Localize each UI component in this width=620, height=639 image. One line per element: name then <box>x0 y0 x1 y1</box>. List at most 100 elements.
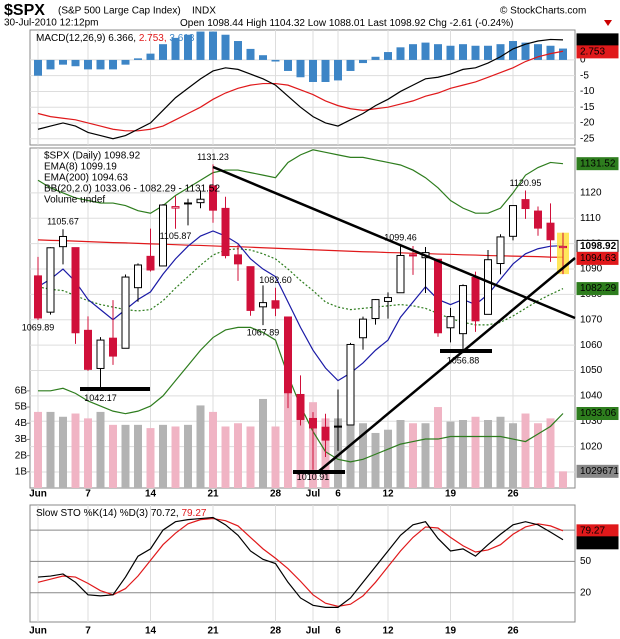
last-value-label: 1098.92 <box>580 241 617 252</box>
candle-body <box>109 337 117 357</box>
volume-bar <box>446 421 455 488</box>
y-tick-label: -10 <box>580 86 595 97</box>
candle-body <box>96 339 105 369</box>
volume-bar <box>71 413 80 488</box>
candle-body <box>46 247 55 313</box>
histogram-bar <box>396 47 405 60</box>
volume-bar <box>434 407 442 488</box>
volume-bar <box>471 416 480 488</box>
high-label: 1082.60 <box>259 275 292 285</box>
x-tick-label: Jul <box>306 626 321 637</box>
volume-bar <box>546 418 555 488</box>
low-label: 1042.17 <box>84 393 117 403</box>
candle-body <box>59 235 67 248</box>
legend-entry: EMA(8) 1099.19 <box>44 162 117 173</box>
histogram-bar <box>159 44 167 60</box>
last-value-box <box>576 464 619 478</box>
x-tick-label: 14 <box>145 626 157 637</box>
y-tick-label: 1050 <box>580 365 603 376</box>
volume-bar <box>371 432 380 488</box>
candle-body <box>84 329 92 370</box>
candle-body <box>246 266 255 311</box>
quote-label: Low <box>308 18 329 29</box>
candle-body <box>184 202 192 205</box>
low-label: 1056.88 <box>447 355 480 365</box>
candle-body <box>534 210 542 229</box>
y-tick-label: 1040 <box>580 391 603 402</box>
histogram-bar <box>521 42 530 60</box>
histogram-bar <box>34 59 42 76</box>
credit: © StockCharts.com <box>500 6 586 17</box>
volume-tick-label: 6B <box>15 385 28 396</box>
y-tick-label: -5 <box>580 70 589 81</box>
high-label: 1105.67 <box>47 217 79 227</box>
last-value-label: 1029671 <box>580 466 619 477</box>
volume-bar <box>59 416 67 488</box>
volume-bar <box>284 392 292 488</box>
histogram-bar <box>321 59 330 82</box>
quote-label: Last <box>368 18 390 29</box>
histogram-bar <box>109 59 117 70</box>
x-tick-label: 12 <box>382 626 394 637</box>
histogram-bar <box>509 41 517 60</box>
candle-body <box>559 245 567 249</box>
histogram-bar <box>271 59 280 62</box>
candle-body <box>396 254 405 294</box>
x-tick-label: Jun <box>29 489 47 500</box>
histogram-bar <box>309 59 317 82</box>
legend-entry: 79.27 <box>181 508 206 519</box>
quote-line: Open 1098.44 High 1104.32 Low 1088.01 La… <box>180 18 513 29</box>
candle-body <box>496 236 505 265</box>
volume-bar <box>146 428 155 488</box>
y-tick-label: 1120 <box>580 188 602 199</box>
legend: MACD(12,26,9) 6.366, 2.753, 3.613 <box>36 33 195 44</box>
volume-tick-label: 5B <box>15 402 28 413</box>
last-value-label: 2.753 <box>580 47 605 58</box>
last-value-box <box>576 407 619 421</box>
volume-bar <box>396 420 405 488</box>
x-tick-label: 7 <box>85 626 91 637</box>
quote-value: 1098.44 <box>207 18 246 29</box>
histogram-bar <box>421 42 430 60</box>
histogram-bar <box>246 48 255 60</box>
histogram-bar <box>346 59 355 71</box>
candle-body <box>159 204 167 267</box>
y-tick-label: 1110 <box>580 213 601 224</box>
y-tick-label: 1030 <box>580 416 603 427</box>
histogram-bar <box>434 44 442 60</box>
candle-body <box>121 276 130 349</box>
volume-bar <box>171 426 180 488</box>
volume-bar <box>96 411 105 488</box>
x-tick-label: Jul <box>306 489 321 500</box>
volume-bar <box>46 411 55 488</box>
volume-bar <box>234 423 242 488</box>
histogram-bar <box>409 44 417 60</box>
histogram-bar <box>459 44 467 60</box>
y-tick-label: 1020 <box>580 441 603 452</box>
y-tick-label: -20 <box>580 118 595 129</box>
legend-entry: MACD(12,26,9) 6.366, <box>36 33 139 44</box>
quote-value: 1088.01 <box>329 18 368 29</box>
volume-bar <box>296 398 305 488</box>
volume-bar <box>459 420 467 488</box>
volume-bar <box>334 418 342 488</box>
x-tick-label: Jun <box>29 626 47 637</box>
trend-line <box>212 165 576 320</box>
volume-bar <box>34 411 42 488</box>
candle-body <box>346 343 355 426</box>
line-series <box>37 149 564 214</box>
histogram-bar <box>184 34 192 60</box>
histogram-bar <box>59 59 67 65</box>
last-value-box <box>576 282 619 296</box>
volume-bar <box>134 424 142 488</box>
histogram-bar <box>384 52 392 60</box>
last-value-label: 70.72 <box>580 537 605 548</box>
annotations <box>80 165 576 474</box>
high-label: 1099.46 <box>384 232 417 242</box>
x-tick-label: 7 <box>85 489 91 500</box>
candle-body <box>221 207 230 257</box>
low-label: 1069.89 <box>22 322 55 332</box>
last-value-label: 1082.29 <box>580 283 617 294</box>
exchange: INDX <box>192 6 216 17</box>
